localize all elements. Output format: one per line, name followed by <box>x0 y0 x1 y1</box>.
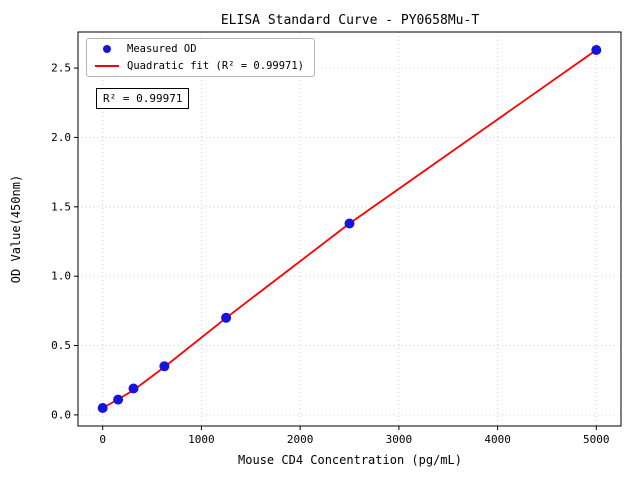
y-axis-label: OD Value(450nm) <box>9 175 23 283</box>
svg-text:2.5: 2.5 <box>51 62 71 75</box>
svg-text:1000: 1000 <box>188 433 215 446</box>
measured-od-marker-icon <box>103 45 111 54</box>
svg-text:0.0: 0.0 <box>51 408 71 421</box>
svg-text:0: 0 <box>99 433 106 446</box>
r-squared-annotation: R² = 0.99971 <box>96 88 190 109</box>
legend-entry-quadratic-fit: Quadratic fit (R² = 0.99971) <box>95 59 305 72</box>
legend: Measured OD Quadratic fit (R² = 0.99971) <box>86 38 316 77</box>
svg-text:4000: 4000 <box>484 433 511 446</box>
plot-layer: 0 1000 2000 3000 4000 5000 0.0 0.5 1.0 1.5 2.0 2.5 <box>51 31 622 446</box>
svg-text:0.5: 0.5 <box>51 339 71 352</box>
svg-text:2000: 2000 <box>287 433 314 446</box>
svg-text:5000: 5000 <box>583 433 610 446</box>
x-axis-label: Mouse CD4 Concentration (pg/mL) <box>238 453 462 467</box>
svg-text:1.5: 1.5 <box>51 200 71 213</box>
fit-line-marker-icon <box>95 64 119 67</box>
svg-text:2.0: 2.0 <box>51 131 71 144</box>
chart-title: ELISA Standard Curve - PY0658Mu-T <box>221 13 479 28</box>
legend-label-quadratic-fit: Quadratic fit (R² = 0.99971) <box>127 59 305 72</box>
svg-text:1.0: 1.0 <box>51 270 71 283</box>
legend-entry-measured-od: Measured OD <box>95 44 304 55</box>
svg-text:3000: 3000 <box>386 433 413 446</box>
legend-label-measured-od: Measured OD <box>127 43 197 55</box>
